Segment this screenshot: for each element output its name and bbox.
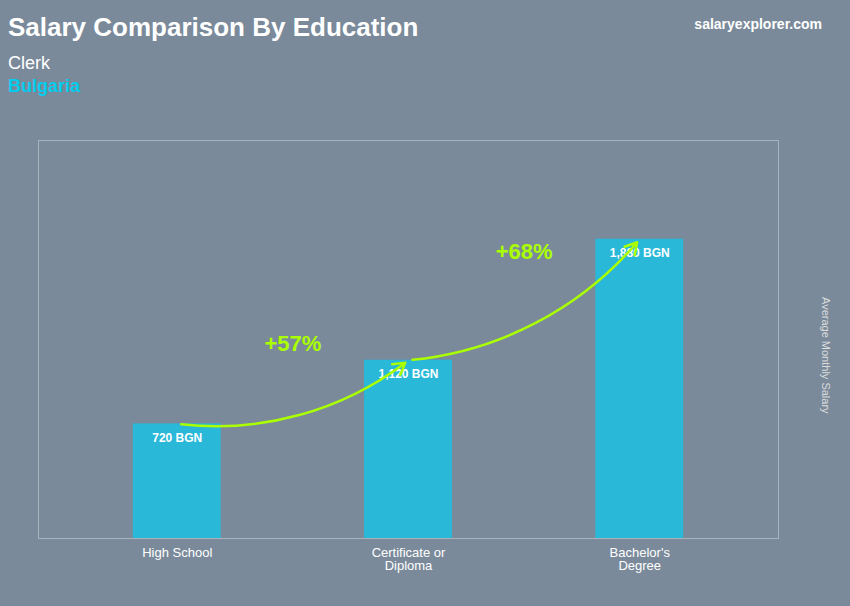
html-text:Average Monthly Salary: Average Monthly Salary <box>820 296 832 414</box>
svg-text:1,120 BGN: 1,120 BGN <box>378 367 439 381</box>
html-text:salaryexplorer.com: salaryexplorer.com <box>694 16 822 32</box>
svg-text:High School: High School <box>142 545 212 560</box>
html-text:Bulgaria: Bulgaria <box>8 76 80 96</box>
svg-text:1,880 BGN: 1,880 BGN <box>610 246 670 260</box>
svg-text:+57%: +57% <box>264 331 321 356</box>
svg-text:+68%: +68% <box>496 239 553 264</box>
svg-text:720 BGN: 720 BGN <box>152 431 202 445</box>
html-text:Clerk: Clerk <box>8 53 50 73</box>
html-text:Salary Comparison By Education: Salary Comparison By Education <box>8 12 419 42</box>
svg-text:Bachelor'sDegree: Bachelor'sDegree <box>610 545 671 573</box>
svg-text:Certificate orDiploma: Certificate orDiploma <box>372 545 446 573</box>
